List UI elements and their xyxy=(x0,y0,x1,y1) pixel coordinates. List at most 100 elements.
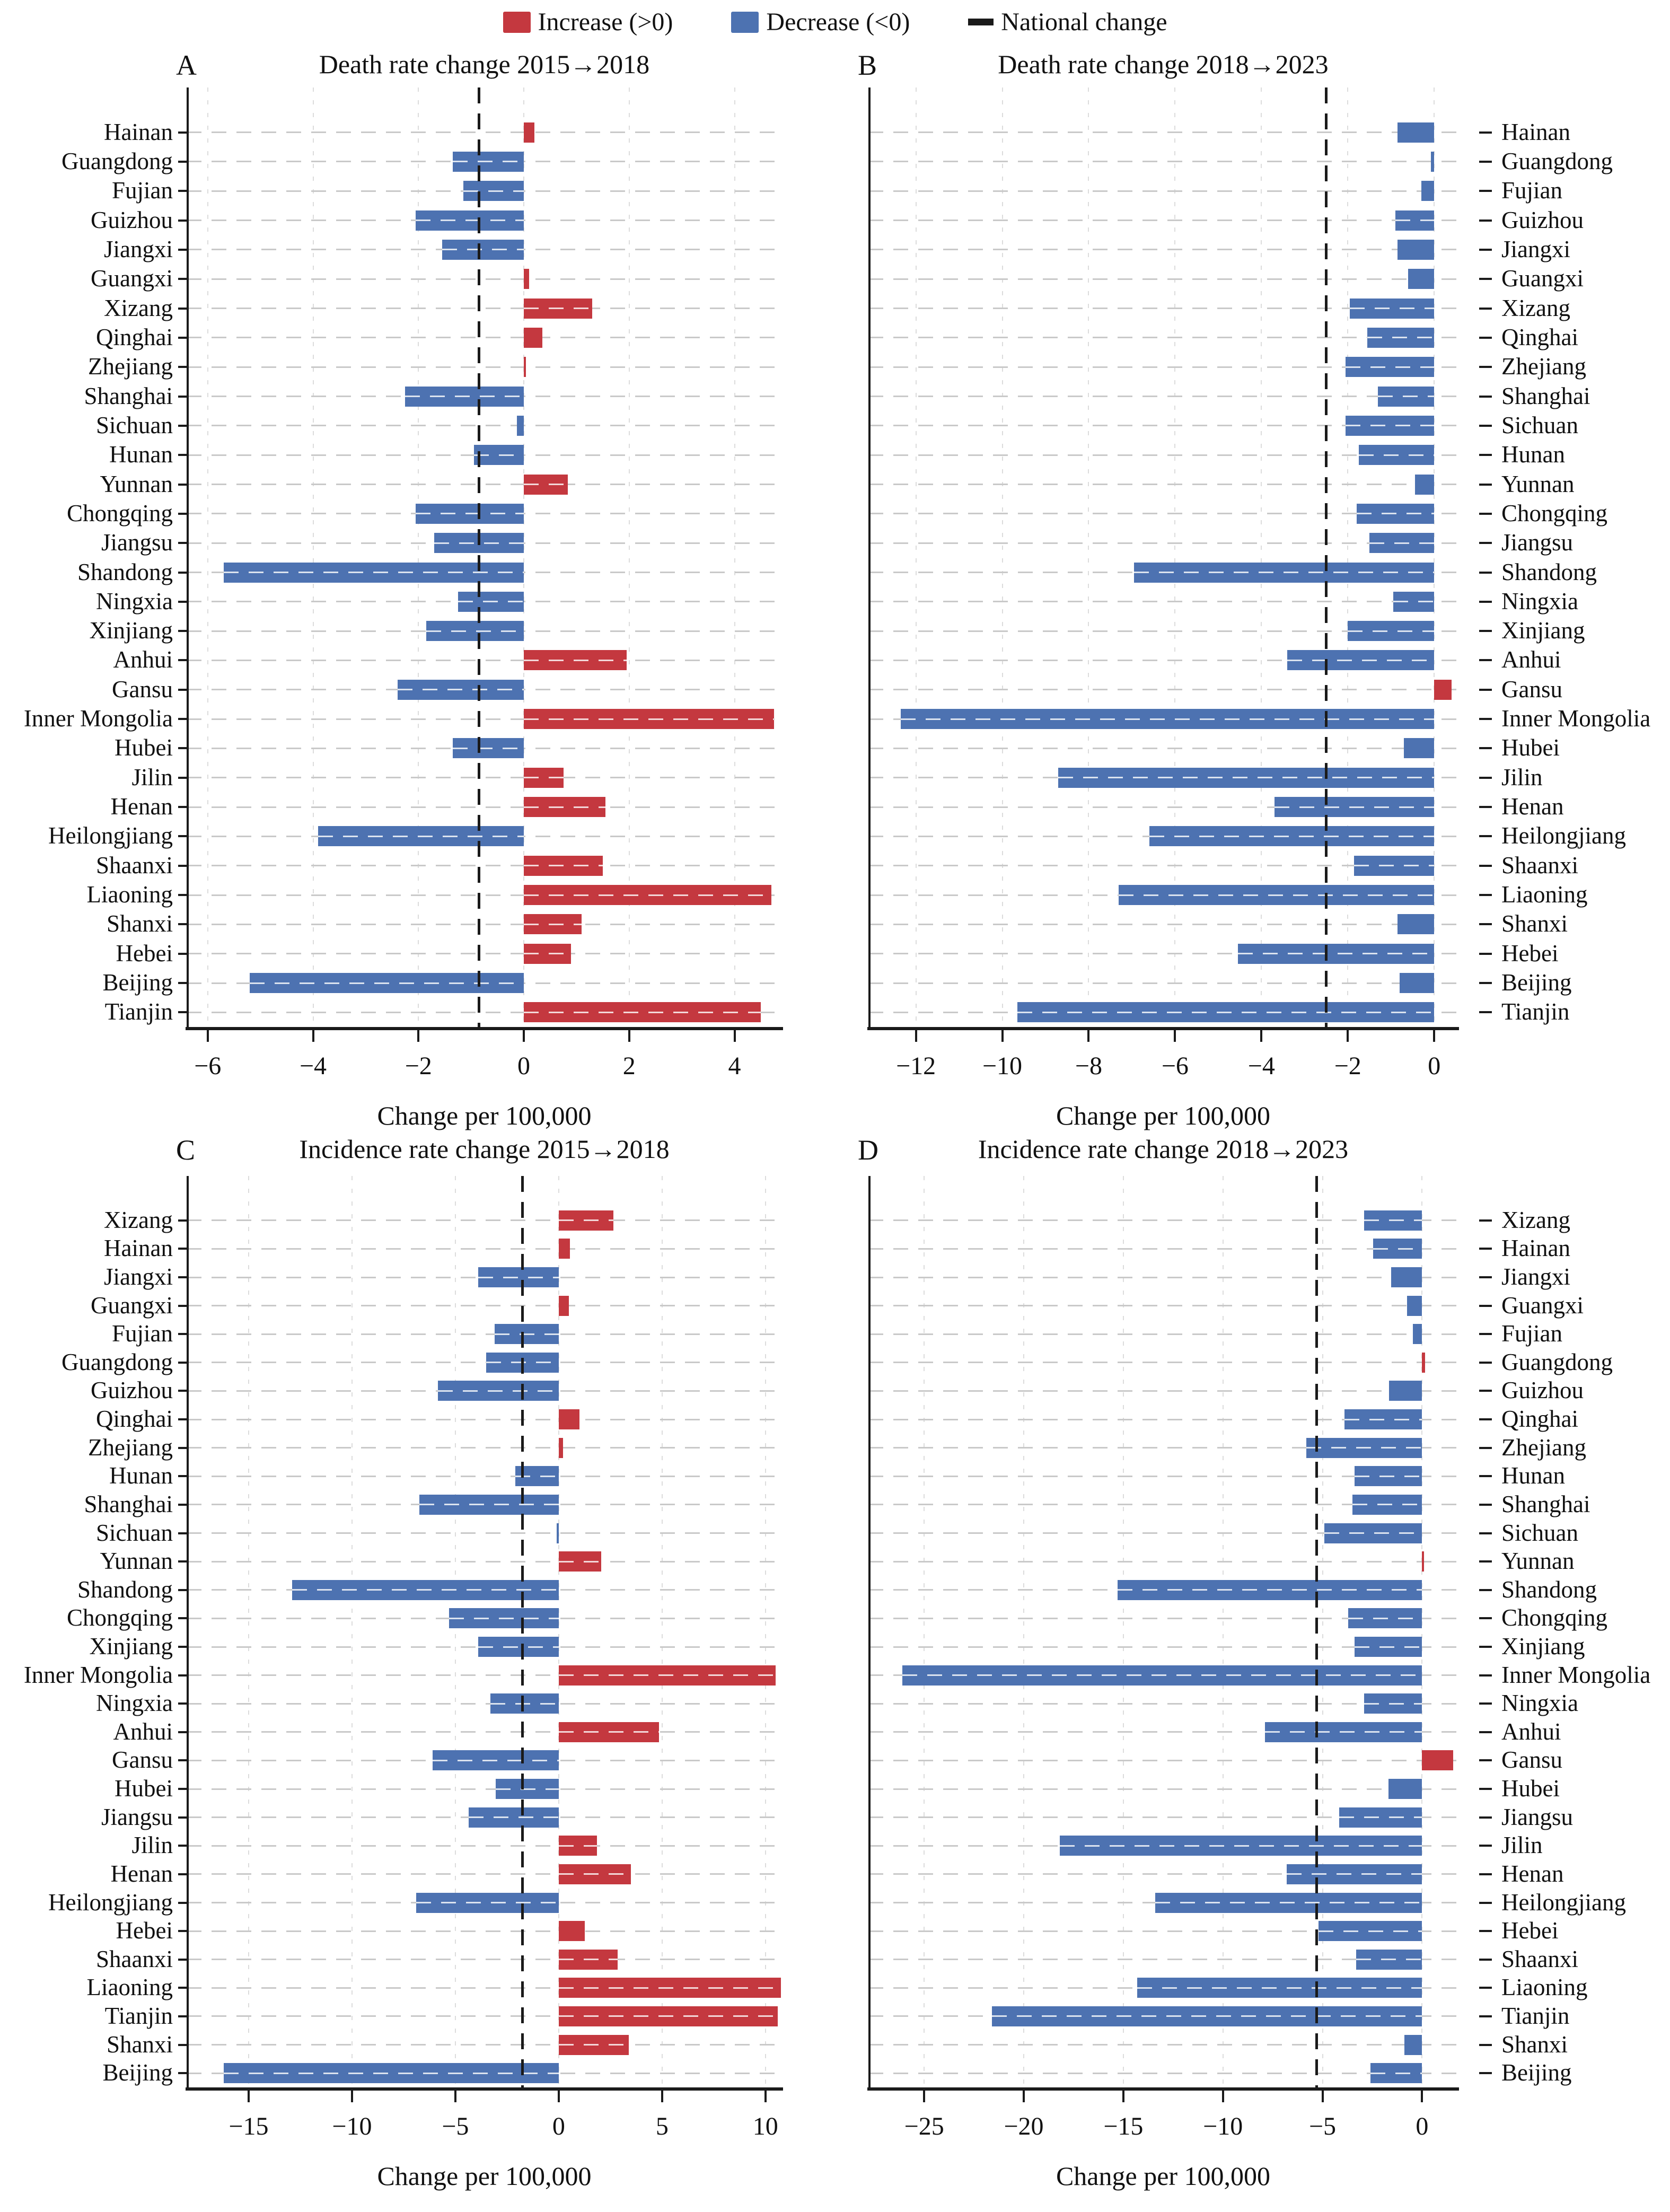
y-tick xyxy=(178,659,187,662)
row-gridline xyxy=(868,366,1458,368)
bar-inner-dash xyxy=(558,1987,781,1989)
y-tick xyxy=(1479,1560,1492,1563)
y-tick xyxy=(178,1532,187,1534)
y-label: Qinghai xyxy=(1501,1406,1578,1433)
row-gridline xyxy=(187,1873,782,1875)
bar-inner-dash xyxy=(558,1560,601,1563)
y-label: Guangxi xyxy=(1501,265,1584,292)
bar-inner-dash xyxy=(405,396,524,398)
row-gridline xyxy=(187,425,782,427)
y-label: Anhui xyxy=(1501,1718,1561,1745)
y-tick xyxy=(178,1560,187,1563)
y-label: Yunnan xyxy=(1501,470,1575,497)
bar-inner-dash xyxy=(1339,1816,1422,1819)
y-label: Inner Mongolia xyxy=(1501,705,1651,732)
bar xyxy=(1422,1551,1425,1572)
y-tick xyxy=(1479,923,1492,926)
y-tick xyxy=(1479,512,1492,515)
y-label: Henan xyxy=(110,1860,173,1887)
gridline-vertical xyxy=(1174,87,1176,1027)
row-gridline xyxy=(868,1333,1458,1335)
y-label: Jiangsu xyxy=(1501,529,1573,556)
y-label: Ningxia xyxy=(1501,587,1578,615)
x-tick-label: 4 xyxy=(728,1052,741,1080)
y-label: Jilin xyxy=(131,1832,173,1859)
bar-inner-dash xyxy=(1378,396,1435,398)
y-label: Xizang xyxy=(104,294,173,321)
x-tick-label: 5 xyxy=(655,2112,669,2140)
y-label: Xinjiang xyxy=(1501,617,1585,644)
y-tick xyxy=(1479,806,1492,809)
row-gridline xyxy=(868,601,1458,603)
y-label: Hunan xyxy=(109,441,173,468)
bar-inner-dash xyxy=(1370,2072,1422,2074)
y-label: Yunnan xyxy=(1501,1548,1575,1575)
y-tick xyxy=(178,1873,187,1875)
y-label: Ningxia xyxy=(96,1690,173,1717)
row-gridline xyxy=(868,1617,1458,1619)
y-tick xyxy=(1479,1987,1492,1989)
y-tick xyxy=(1479,190,1492,192)
gridline-vertical xyxy=(661,1176,663,2087)
y-label: Tianjin xyxy=(104,2002,173,2029)
bar-inner-dash xyxy=(416,220,524,222)
x-tick-label: −4 xyxy=(1247,1052,1275,1080)
y-tick xyxy=(178,248,187,251)
row-gridline xyxy=(868,1930,1458,1932)
y-tick xyxy=(178,1788,187,1790)
bar-inner-dash xyxy=(901,718,1435,720)
gridline-vertical xyxy=(351,1176,353,2087)
bar xyxy=(1407,1295,1422,1316)
y-label: Liaoning xyxy=(86,881,173,908)
bar xyxy=(1413,1324,1422,1345)
x-axis-title: Change per 100,000 xyxy=(377,1101,592,1130)
bar-inner-dash xyxy=(1274,806,1435,808)
bar-inner-dash xyxy=(1346,366,1435,368)
y-tick xyxy=(178,923,187,926)
row-gridline xyxy=(187,278,782,280)
y-tick xyxy=(1479,600,1492,603)
x-axis-title: Change per 100,000 xyxy=(1056,2161,1271,2191)
y-label: Liaoning xyxy=(1501,1974,1588,2001)
y-tick xyxy=(178,1219,187,1222)
bar-inner-dash xyxy=(902,1674,1422,1676)
y-label: Hubei xyxy=(115,1775,173,1802)
bar xyxy=(1397,239,1435,260)
y-label: Qinghai xyxy=(1501,323,1578,350)
x-tick xyxy=(1174,1030,1176,1042)
y-label: Hainan xyxy=(1501,118,1570,145)
y-axis-spine xyxy=(868,87,871,1027)
row-gridline xyxy=(187,777,782,779)
y-tick xyxy=(178,2072,187,2075)
bar-inner-dash xyxy=(1287,659,1435,661)
y-label: Hebei xyxy=(1501,1917,1559,1944)
y-tick xyxy=(178,307,187,310)
legend-item-decrease: Decrease (<0) xyxy=(731,7,910,37)
y-label: Beijing xyxy=(1501,2059,1572,2086)
row-gridline xyxy=(187,1418,782,1420)
y-label: Guangxi xyxy=(91,265,173,292)
row-gridline xyxy=(868,1219,1458,1222)
bar-inner-dash xyxy=(1348,630,1435,632)
y-tick xyxy=(178,1475,187,1478)
gridline-vertical xyxy=(924,1176,925,2087)
y-tick xyxy=(1479,1503,1492,1506)
y-label: Hubei xyxy=(1501,734,1560,761)
y-tick xyxy=(1479,2043,1492,2046)
bar-inner-dash xyxy=(1237,953,1435,955)
bar xyxy=(558,1239,570,1259)
panel-letter-B: B xyxy=(858,49,877,81)
y-label: Qinghai xyxy=(96,1406,173,1433)
bar-inner-dash xyxy=(1369,542,1435,544)
x-tick xyxy=(661,2091,663,2102)
y-label: Shanghai xyxy=(84,1490,173,1517)
y-label: Ningxia xyxy=(96,587,173,615)
y-label: Zhejiang xyxy=(1501,1434,1586,1461)
y-label: Sichuan xyxy=(96,1519,173,1546)
x-tick xyxy=(733,1030,736,1042)
y-tick xyxy=(178,952,187,955)
row-gridline xyxy=(868,630,1458,632)
national-change-line xyxy=(521,1176,524,2087)
x-tick xyxy=(1001,1030,1004,1042)
y-label: Zhejiang xyxy=(1501,353,1586,380)
